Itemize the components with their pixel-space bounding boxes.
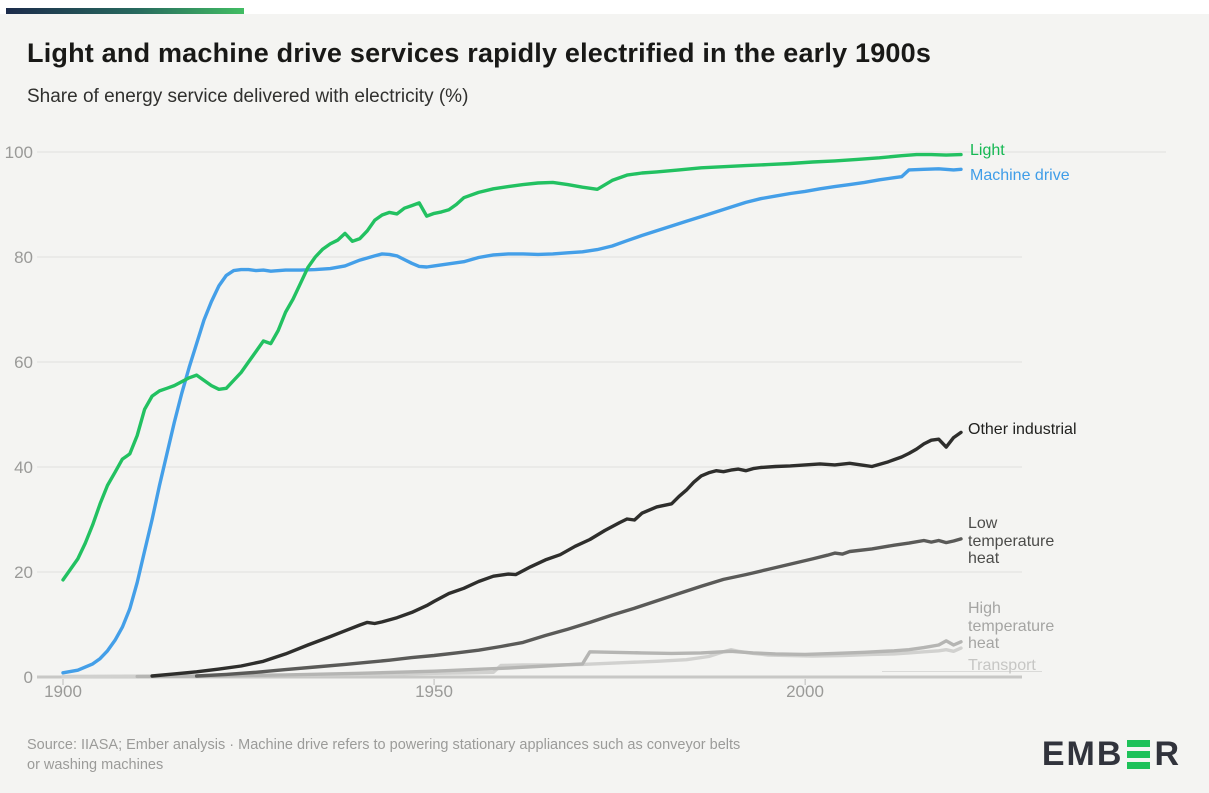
axis-ticks (62, 679, 806, 685)
series-label-machine-drive: Machine drive (970, 167, 1070, 184)
source-note-line2: or washing machines (27, 757, 164, 773)
y-axis-label-80: 80 (14, 248, 33, 267)
y-axis-label-20: 20 (14, 563, 33, 582)
x-axis-label-1900: 1900 (44, 682, 82, 701)
top-white-strip (0, 0, 1209, 14)
series-label-light: Light (970, 142, 1005, 159)
series-label-low-temperature-heat: Low temperature heat (968, 515, 1055, 567)
brand-accent-gradient-bar (6, 8, 244, 14)
y-axis-label-60: 60 (14, 353, 33, 372)
y-axis-label-100: 100 (5, 143, 33, 162)
transport-label-leader-line (882, 671, 1042, 672)
gridlines (37, 151, 1166, 679)
x-axis-labels: 1900 1950 2000 (44, 682, 824, 701)
ember-logo-bar-bottom (1127, 762, 1151, 769)
series-line-light (61, 152, 963, 582)
source-note-line1: Source: IIASA; Ember analysis · Machine … (27, 737, 741, 753)
series-line-low-temperature-heat (194, 537, 963, 678)
ember-logo-bar-top (1127, 740, 1151, 747)
source-note: Source: IIASA; Ember analysis · Machine … (27, 735, 987, 775)
series-line-other-industrial (150, 430, 963, 678)
series-label-transport: Transport (968, 657, 1036, 674)
series-line-high-temperature-heat (135, 639, 963, 679)
series-label-high-temperature-heat: High temperature heat (968, 600, 1055, 652)
series-lines (61, 152, 963, 679)
ember-logo-e-bars-icon (1127, 740, 1151, 769)
y-axis-label-0: 0 (24, 668, 33, 687)
page-title: Light and machine drive services rapidly… (27, 38, 932, 68)
series-line-transport (61, 646, 963, 679)
ember-logo-text-right: R (1154, 735, 1181, 773)
y-axis-label-40: 40 (14, 458, 33, 477)
ember-logo-text-left: EMB (1041, 735, 1124, 773)
series-line-machine-drive (61, 167, 963, 675)
ember-logo: EMB R (1042, 735, 1181, 774)
ember-logo-bar-middle (1127, 751, 1151, 758)
y-axis-labels: 0 20 40 60 80 100 (5, 143, 33, 687)
page-subtitle: Share of energy service delivered with e… (27, 86, 469, 107)
x-axis-label-1950: 1950 (415, 682, 453, 701)
series-label-other-industrial: Other industrial (968, 421, 1077, 438)
x-axis-label-2000: 2000 (786, 682, 824, 701)
